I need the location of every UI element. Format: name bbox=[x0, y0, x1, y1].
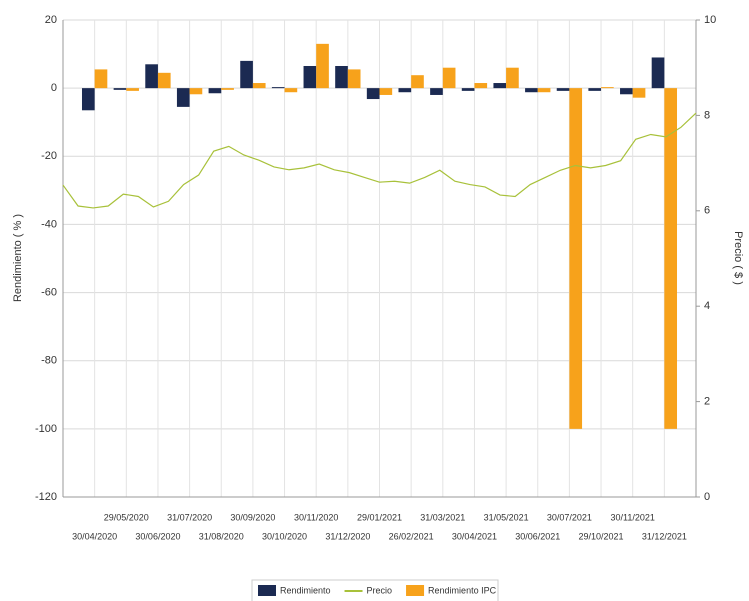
bar bbox=[506, 67, 519, 89]
y-axis-title: Rendimiento ( % ) bbox=[12, 214, 24, 302]
x-tick-label: 29/05/2020 bbox=[104, 512, 149, 522]
x-tick-label: 30/04/2021 bbox=[452, 531, 497, 541]
bar bbox=[335, 65, 348, 89]
bar bbox=[430, 88, 443, 95]
y-tick-label: -20 bbox=[41, 150, 57, 162]
bar bbox=[303, 65, 317, 89]
bar bbox=[145, 64, 158, 89]
bar bbox=[379, 88, 393, 95]
legend-swatch bbox=[406, 585, 425, 596]
x-tick-label: 30/11/2020 bbox=[294, 512, 338, 522]
y-tick-label: 20 bbox=[45, 14, 57, 26]
bar bbox=[620, 88, 633, 95]
y2-tick-label: 6 bbox=[704, 205, 710, 217]
bar bbox=[81, 88, 95, 111]
bar bbox=[157, 72, 171, 89]
legend-label: Rendimiento bbox=[280, 585, 331, 595]
bar bbox=[113, 88, 127, 90]
legend-label: Rendimiento IPC bbox=[428, 585, 497, 595]
bar bbox=[208, 88, 222, 94]
bar bbox=[126, 88, 139, 91]
bar bbox=[461, 88, 475, 91]
bar bbox=[525, 88, 538, 93]
bar bbox=[189, 88, 203, 95]
bar bbox=[316, 43, 329, 89]
x-tick-label: 31/03/2021 bbox=[420, 512, 465, 522]
x-tick-label: 30/04/2020 bbox=[72, 531, 117, 541]
y2-tick-label: 0 bbox=[704, 491, 710, 503]
bar bbox=[252, 83, 266, 89]
bar bbox=[493, 83, 507, 89]
y-tick-label: 0 bbox=[51, 82, 57, 94]
y2-axis-title: Precio ( $ ) bbox=[732, 231, 744, 285]
bar bbox=[284, 88, 298, 93]
line bbox=[62, 112, 697, 209]
bar bbox=[398, 88, 412, 93]
x-tick-label: 26/02/2021 bbox=[389, 531, 434, 541]
y-tick-label: -100 bbox=[35, 423, 57, 435]
legend-box bbox=[251, 579, 499, 601]
legend-label: Precio bbox=[367, 585, 393, 595]
x-tick-label: 30/06/2020 bbox=[135, 531, 180, 541]
y2-tick-label: 10 bbox=[704, 14, 716, 26]
bar bbox=[664, 88, 678, 429]
bar bbox=[176, 88, 190, 107]
x-tick-label: 30/09/2020 bbox=[230, 512, 275, 522]
bar bbox=[651, 57, 665, 89]
y-tick-label: -60 bbox=[41, 286, 57, 298]
bar bbox=[556, 88, 570, 91]
bar bbox=[94, 69, 108, 89]
bar bbox=[537, 88, 551, 93]
bar bbox=[366, 88, 380, 100]
x-tick-label: 30/10/2020 bbox=[262, 531, 307, 541]
bar bbox=[442, 67, 456, 89]
x-tick-label: 31/12/2020 bbox=[325, 531, 370, 541]
y-tick-label: -120 bbox=[35, 491, 57, 503]
bar bbox=[271, 87, 285, 89]
x-tick-label: 30/11/2021 bbox=[611, 512, 655, 522]
y-tick-label: -40 bbox=[41, 218, 57, 230]
y2-tick-label: 4 bbox=[704, 300, 710, 312]
bar bbox=[240, 60, 253, 89]
x-tick-label: 30/06/2021 bbox=[515, 531, 560, 541]
bar bbox=[588, 88, 602, 91]
bar bbox=[411, 75, 424, 89]
x-tick-label: 30/07/2021 bbox=[547, 512, 592, 522]
bar bbox=[601, 87, 614, 89]
x-tick-label: 31/08/2020 bbox=[199, 531, 244, 541]
bar bbox=[347, 69, 361, 89]
bar bbox=[221, 88, 234, 90]
bar bbox=[569, 88, 583, 429]
bar bbox=[632, 88, 646, 98]
bar bbox=[474, 83, 488, 89]
legend-swatch bbox=[258, 585, 276, 596]
x-tick-label: 31/12/2021 bbox=[642, 531, 687, 541]
x-tick-label: 29/01/2021 bbox=[357, 512, 402, 522]
x-tick-label: 29/10/2021 bbox=[579, 531, 624, 541]
y2-tick-label: 8 bbox=[704, 109, 710, 121]
x-tick-label: 31/05/2021 bbox=[484, 512, 529, 522]
y-tick-label: -80 bbox=[41, 355, 57, 367]
y2-tick-label: 2 bbox=[704, 396, 710, 408]
x-tick-label: 31/07/2020 bbox=[167, 512, 212, 522]
